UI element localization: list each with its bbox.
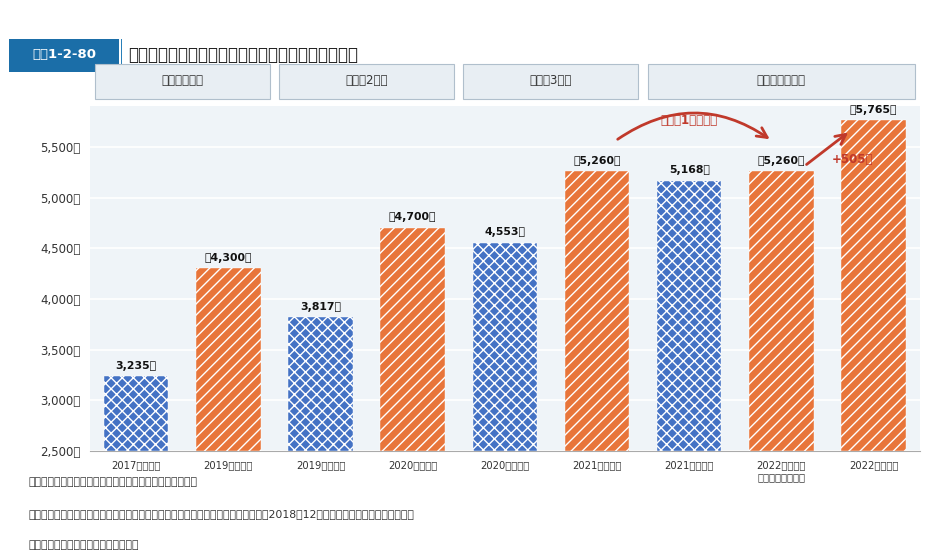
Text: プラン2年度: プラン2年度: [345, 74, 388, 87]
Text: 5,168人: 5,168人: [668, 165, 710, 175]
Text: 府省庁連絡会議決定）をいう。: 府省庁連絡会議決定）をいう。: [28, 540, 138, 550]
Bar: [121, 39, 122, 72]
Bar: [565, 171, 629, 451]
Bar: [279, 64, 454, 99]
Text: 児童相談所における児童福祉司の配置状況について: 児童相談所における児童福祉司の配置状況について: [128, 45, 358, 64]
Text: 資料：厚生労働省子ども家庭局家庭福祉課において作成。: 資料：厚生労働省子ども家庭局家庭福祉課において作成。: [28, 477, 197, 487]
Text: 約5,260人: 約5,260人: [757, 156, 805, 166]
Text: 4,553人: 4,553人: [484, 227, 525, 237]
Text: （注）「プラン」とは、「児童虐待防止対策体制総合強化プラン（新プラン）」（2018年12月児童虐待防止対策に関する関係: （注）「プラン」とは、「児童虐待防止対策体制総合強化プラン（新プラン）」（201…: [28, 509, 414, 519]
Text: 目標を1年前倒し: 目標を1年前倒し: [661, 114, 718, 127]
Text: 3,235人: 3,235人: [116, 361, 156, 371]
Text: +505人: +505人: [832, 152, 873, 166]
FancyArrowPatch shape: [807, 134, 846, 165]
Bar: [380, 228, 445, 451]
Text: 図表1-2-80: 図表1-2-80: [32, 48, 97, 61]
Bar: [9, 39, 119, 72]
Text: 約4,700人: 約4,700人: [389, 212, 436, 222]
Bar: [657, 180, 721, 451]
Text: プラン3年度: プラン3年度: [530, 74, 572, 87]
Text: 3,817人: 3,817人: [300, 302, 341, 312]
Bar: [464, 64, 638, 99]
Bar: [647, 64, 915, 99]
Bar: [95, 64, 270, 99]
Bar: [104, 376, 169, 451]
Bar: [472, 243, 538, 451]
Text: 約5,765人: 約5,765人: [849, 105, 897, 114]
Text: 約5,260人: 約5,260人: [574, 156, 621, 166]
Text: 約4,300人: 約4,300人: [205, 253, 252, 263]
Bar: [841, 120, 905, 451]
Bar: [288, 318, 353, 451]
FancyArrowPatch shape: [618, 113, 767, 139]
Text: プラン最終年度: プラン最終年度: [757, 74, 806, 87]
Text: プラン初年度: プラン初年度: [161, 74, 203, 87]
Bar: [749, 171, 813, 451]
Bar: [196, 268, 261, 451]
